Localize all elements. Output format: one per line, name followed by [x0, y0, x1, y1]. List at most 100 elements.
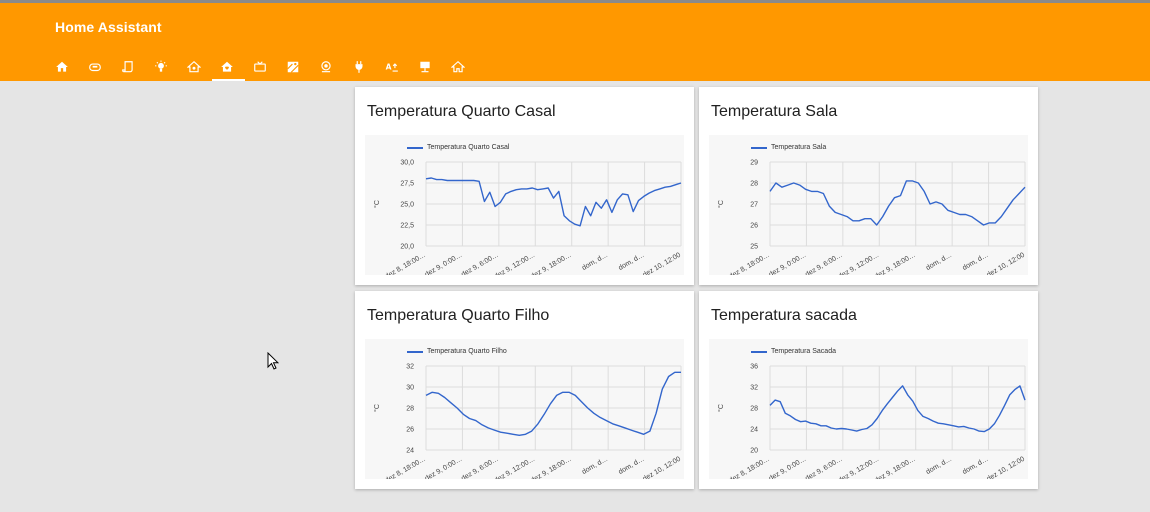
legend-line-marker [751, 350, 767, 353]
home-automation-icon [186, 60, 201, 73]
card-title: Temperatura sacada [711, 307, 857, 324]
y-tick-label: 25 [750, 244, 758, 251]
x-tick-label: dez 9, 18:00… [530, 456, 573, 479]
x-tick-label: dez 9, 0:00… [424, 252, 464, 275]
x-tick-label: dom, d… [617, 456, 645, 476]
x-tick-label: dez 9, 18:00… [874, 456, 917, 479]
legend-line-marker [751, 146, 767, 149]
x-tick-label: dez 9, 12:00… [837, 252, 880, 275]
tab-translate[interactable]: A [375, 53, 408, 81]
chart-legend[interactable]: Temperatura Quarto Filho [407, 348, 507, 355]
tab-switches[interactable] [342, 53, 375, 81]
x-tick-label: dez 8, 18:00… [728, 456, 771, 479]
desk-icon [419, 61, 430, 73]
tab-media[interactable] [243, 53, 276, 81]
y-tick-label: 29 [750, 160, 758, 167]
x-tick-label: dez 9, 0:00… [768, 252, 808, 275]
app-title: Home Assistant [55, 19, 162, 35]
x-tick-label: dom, d… [581, 456, 609, 476]
y-tick-label: 28 [750, 181, 758, 188]
tab-map[interactable] [276, 53, 309, 81]
tab-automation[interactable] [177, 53, 210, 81]
chart-legend[interactable]: Temperatura Quarto Casal [407, 144, 509, 151]
lightbulb-icon [154, 60, 167, 72]
tab-home-heart[interactable] [210, 53, 243, 81]
x-tick-label: dez 9, 12:00… [837, 456, 880, 479]
y-tick-label: 32 [406, 364, 414, 371]
legend-label: Temperatura Quarto Casal [427, 144, 510, 151]
camera-icon [320, 61, 331, 73]
legend-label: Temperatura Sacada [771, 348, 836, 355]
x-tick-label: dez 9, 6:00… [460, 252, 500, 275]
x-tick-label: dez 9, 6:00… [804, 252, 844, 275]
y-tick-label: 32 [750, 385, 758, 392]
home-outline-icon [450, 60, 465, 73]
series-line [769, 385, 1026, 433]
translate-icon: A [385, 62, 398, 72]
tab-lights[interactable] [144, 53, 177, 81]
card-title: Temperatura Sala [711, 103, 838, 120]
legend-line-marker [407, 350, 423, 353]
tab-vacuum[interactable] [78, 53, 111, 81]
y-axis-label: °C [717, 404, 725, 412]
y-tick-label: 27,5 [400, 181, 414, 188]
window-top-border [0, 0, 1150, 3]
y-tick-label: 24 [750, 427, 758, 434]
series-line [769, 180, 1026, 226]
y-tick-label: 20,0 [400, 244, 414, 251]
y-tick-label: 30,0 [400, 160, 414, 167]
svg-text:A: A [385, 62, 391, 71]
x-tick-label: dez 10, 12:00 [642, 456, 682, 479]
y-tick-label: 28 [750, 406, 758, 413]
y-tick-label: 30 [406, 385, 414, 392]
legend-label: Temperatura Sala [771, 144, 827, 151]
x-tick-label: dez 9, 6:00… [460, 456, 500, 479]
app-toolbar: Home Assistant A [0, 3, 1150, 81]
x-tick-label: dez 9, 18:00… [874, 252, 917, 275]
tab-desk[interactable] [408, 53, 441, 81]
x-tick-label: dez 9, 0:00… [424, 456, 464, 479]
y-axis-label: °C [717, 200, 725, 208]
x-tick-label: dom, d… [925, 252, 953, 272]
card-title: Temperatura Quarto Filho [367, 307, 550, 324]
x-tick-label: dez 10, 12:00 [986, 456, 1026, 479]
y-tick-label: 26 [750, 223, 758, 230]
y-tick-label: 25,0 [400, 202, 414, 209]
y-tick-label: 26 [406, 427, 414, 434]
x-tick-label: dez 9, 6:00… [804, 456, 844, 479]
legend-label: Temperatura Quarto Filho [427, 348, 507, 355]
tab-scripts[interactable] [111, 53, 144, 81]
script-icon [121, 61, 133, 73]
x-tick-label: dom, d… [961, 456, 989, 476]
y-axis-label: °C [373, 200, 381, 208]
tab-home-outline[interactable] [441, 53, 474, 81]
chart-area: 25 26 27 28 29 dez 8, 18:00… dez 9, 0:00… dez 9… [709, 135, 1028, 275]
home-icon [55, 61, 68, 72]
series-line [425, 371, 681, 437]
y-tick-label: 22,5 [400, 223, 414, 230]
card-temperatura-quarto-casal: Temperatura Quarto Casal 20,0 22,5 25,0 27,… [355, 87, 694, 285]
chart-legend[interactable]: Temperatura Sala [751, 144, 826, 151]
card-temperatura-sacada: Temperatura sacada 20 24 28 32 36 dez 8, 18:0… [699, 291, 1038, 489]
legend-line-marker [407, 146, 423, 149]
chart-legend[interactable]: Temperatura Sacada [751, 348, 836, 355]
x-tick-label: dez 9, 0:00… [768, 456, 808, 479]
tab-camera[interactable] [309, 53, 342, 81]
series-line [425, 177, 682, 227]
x-tick-label: dom, d… [581, 252, 609, 272]
home-heart-icon [220, 61, 233, 72]
tab-home[interactable] [45, 53, 78, 81]
x-tick-label: dez 10, 12:00 [642, 252, 682, 275]
y-axis-label: °C [373, 404, 381, 412]
active-tab-indicator [212, 79, 245, 81]
y-tick-label: 28 [406, 406, 414, 413]
plug-icon [355, 61, 362, 73]
y-tick-label: 20 [750, 448, 758, 455]
x-tick-label: dez 8, 18:00… [384, 252, 427, 275]
y-tick-label: 24 [406, 448, 414, 455]
mouse-pointer-icon [267, 352, 279, 370]
